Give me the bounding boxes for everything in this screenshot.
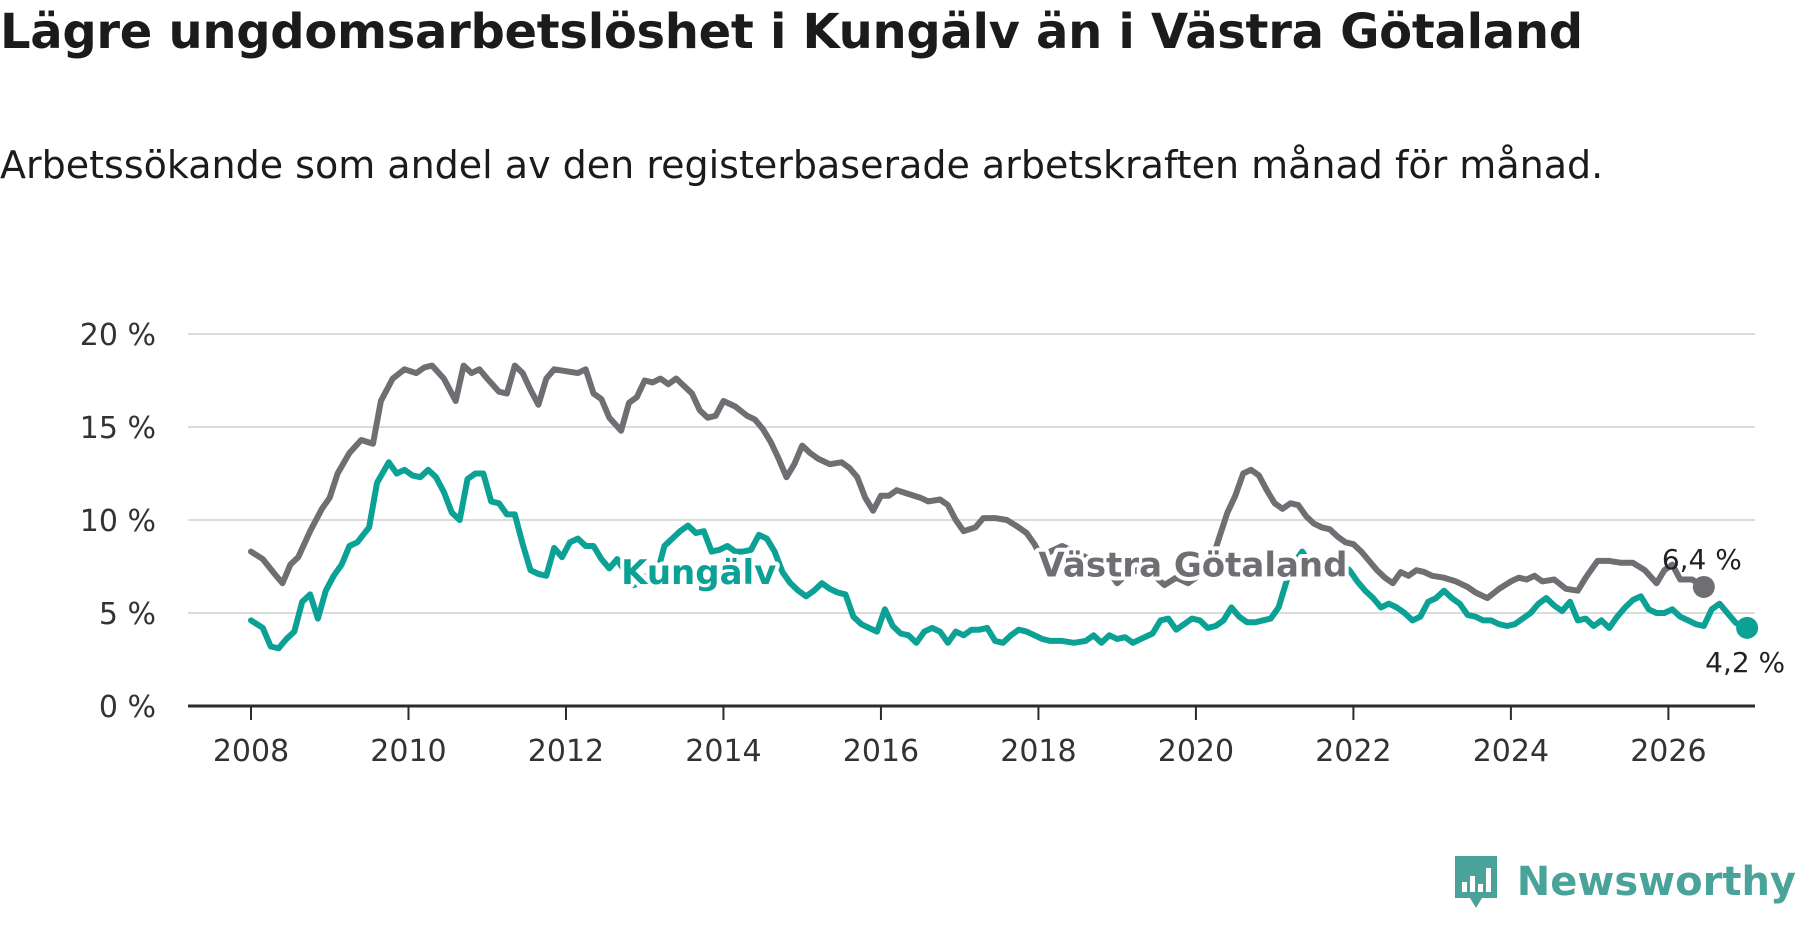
x-tick-label: 2026 xyxy=(1630,734,1706,769)
x-tick-label: 2018 xyxy=(1000,734,1076,769)
series-lines xyxy=(248,362,1751,652)
end-label-vastra-gotaland: 6,4 % xyxy=(1662,543,1742,576)
x-tick-label: 2014 xyxy=(685,734,761,769)
newsworthy-chart-icon xyxy=(1454,856,1497,908)
y-axis-ticks: 0 % 5 % 10 % 15 % 20 % xyxy=(80,318,156,725)
end-marker-vastra-gotaland xyxy=(1692,575,1715,598)
series-label-vastra-gotaland: Västra Götaland xyxy=(1038,546,1347,586)
y-tick-label: 15 % xyxy=(80,411,156,446)
end-label-kungalv: 4,2 % xyxy=(1705,646,1785,679)
series-line-vastra-gotaland xyxy=(248,362,1707,602)
series-label-kungalv: Kungälv xyxy=(621,553,776,593)
brand-name: Newsworthy xyxy=(1516,859,1796,905)
chart-subtitle: Arbetssökande som andel av den registerb… xyxy=(0,143,1604,187)
grid-lines xyxy=(188,333,1755,708)
end-marker-kungalv xyxy=(1736,616,1759,639)
x-tick-label: 2020 xyxy=(1158,734,1234,769)
x-axis-ticks: 2008 2010 2012 2014 2016 2018 2020 2022 2024 2026 xyxy=(213,706,1707,769)
y-tick-label: 20 % xyxy=(80,318,156,353)
x-tick-label: 2010 xyxy=(370,734,446,769)
x-tick-label: 2012 xyxy=(528,734,604,769)
x-tick-label: 2008 xyxy=(213,734,289,769)
series-labels: 6,4 % 4,2 % Västra Götaland Kungälv xyxy=(617,542,1785,679)
series-line-kungalv xyxy=(248,459,1751,652)
y-tick-label: 10 % xyxy=(80,504,156,539)
chart-title: Lägre ungdomsarbetslöshet i Kungälv än i… xyxy=(0,4,1583,60)
newsworthy-logo: Newsworthy xyxy=(1451,852,1796,912)
x-tick-label: 2024 xyxy=(1473,734,1549,769)
y-tick-label: 5 % xyxy=(99,597,156,632)
x-tick-label: 2016 xyxy=(843,734,919,769)
x-tick-label: 2022 xyxy=(1315,734,1391,769)
y-tick-label: 0 % xyxy=(99,690,156,725)
